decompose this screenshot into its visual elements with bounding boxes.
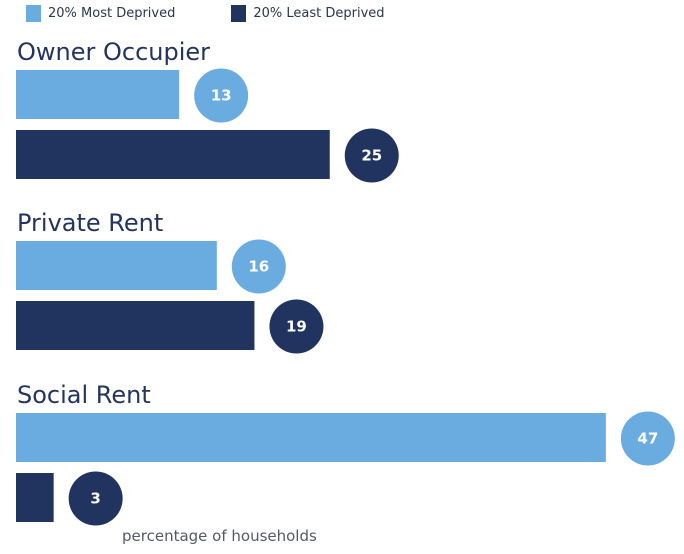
x-axis-label: percentage of households xyxy=(122,527,317,545)
bar-owner-occupier-20-most-deprived xyxy=(16,70,180,119)
legend-swatch-least-deprived xyxy=(231,5,247,22)
value-badge-private-rent-20-most-deprived xyxy=(231,239,286,294)
bar-private-rent-20-most-deprived xyxy=(16,241,217,290)
bar-social-rent-20-most-deprived xyxy=(16,413,606,462)
data-label-social-rent-20-least-deprived: 3 xyxy=(90,490,100,508)
data-label-private-rent-20-most-deprived: 16 xyxy=(248,258,269,276)
category-label-private-rent: Private Rent xyxy=(17,209,163,237)
legend-item-least-deprived: 20% Least Deprived xyxy=(231,5,385,22)
value-badge-owner-occupier-20-most-deprived xyxy=(194,68,249,123)
bar-private-rent-20-least-deprived xyxy=(16,301,255,350)
value-badge-social-rent-20-least-deprived xyxy=(68,471,123,526)
data-label-owner-occupier-20-most-deprived: 13 xyxy=(211,87,232,105)
data-label-owner-occupier-20-least-deprived: 25 xyxy=(361,147,382,165)
chart-legend: 20% Most Deprived 20% Least Deprived xyxy=(26,5,385,22)
legend-swatch-most-deprived xyxy=(26,5,41,22)
legend-label-most-deprived: 20% Most Deprived xyxy=(48,6,176,21)
category-label-social-rent: Social Rent xyxy=(17,381,151,409)
bar-social-rent-20-least-deprived xyxy=(16,473,54,522)
value-badge-social-rent-20-most-deprived xyxy=(620,411,675,466)
value-badge-owner-occupier-20-least-deprived xyxy=(344,128,399,183)
bar-owner-occupier-20-least-deprived xyxy=(16,130,330,179)
value-badge-private-rent-20-least-deprived xyxy=(269,299,324,354)
legend-label-least-deprived: 20% Least Deprived xyxy=(253,6,385,21)
legend-item-most-deprived: 20% Most Deprived xyxy=(26,5,175,22)
data-label-private-rent-20-least-deprived: 19 xyxy=(286,318,307,336)
category-label-owner-occupier: Owner Occupier xyxy=(17,38,210,66)
data-label-social-rent-20-most-deprived: 47 xyxy=(637,430,658,448)
